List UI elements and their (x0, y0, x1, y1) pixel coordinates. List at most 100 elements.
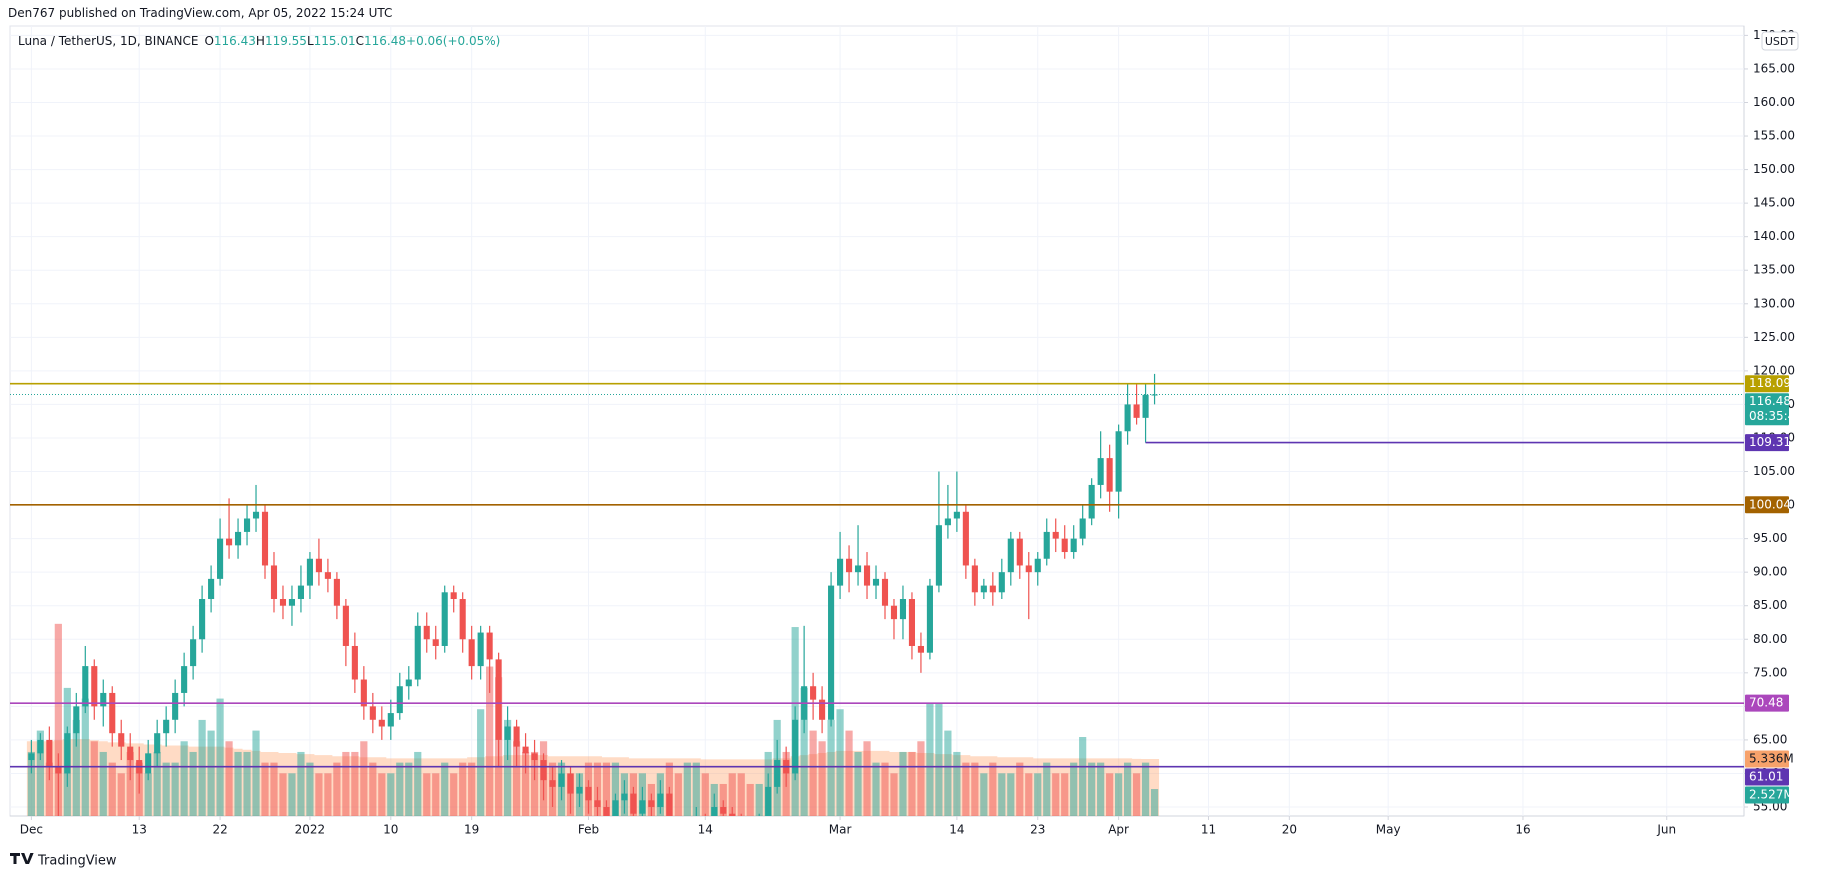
volume-bar (863, 741, 871, 816)
candle-body (414, 625, 421, 680)
ohlc-value: 116.43 (213, 34, 256, 48)
volume-bar (737, 773, 745, 816)
volume-bar (54, 623, 62, 816)
level-tag-label: 109.31 (1749, 435, 1791, 449)
candle-body (989, 585, 996, 593)
x-tick-label: 16 (1515, 823, 1530, 837)
candle-body (396, 686, 403, 714)
volume-bar (746, 783, 754, 816)
candle-body (306, 558, 313, 586)
volume-bar (971, 762, 979, 816)
candle-body (612, 800, 619, 816)
volume-bar (153, 751, 161, 816)
volume-bar (872, 762, 880, 816)
candle-body (666, 793, 673, 816)
volume-bar (36, 730, 44, 816)
candle-body (127, 746, 134, 761)
candle-body (630, 793, 637, 814)
volume-bar (342, 751, 350, 816)
candle-body (962, 511, 969, 566)
volume-bar (962, 762, 970, 816)
volume-bar (486, 666, 494, 816)
ohlc-letter: O (204, 34, 214, 48)
volume-bar (899, 751, 907, 816)
volume-bar (881, 762, 889, 816)
volume-bar (998, 773, 1006, 816)
candle-body (1052, 531, 1059, 539)
volume-bar (1132, 773, 1141, 816)
candle-body (558, 773, 565, 787)
volume-bar (1016, 762, 1024, 816)
candle-body (432, 639, 439, 646)
y-tick-label: 95.00 (1753, 531, 1787, 545)
candle-body (819, 699, 826, 720)
volume-bar (809, 730, 817, 816)
volume-tag-label: 2.527M (1749, 788, 1794, 802)
volume-bar (728, 773, 736, 816)
candle-body (234, 531, 242, 546)
candle-body (657, 793, 664, 808)
candle-body (342, 605, 349, 646)
volume-bar (414, 751, 422, 816)
candle-body (378, 719, 385, 727)
volume-bar (504, 719, 512, 816)
candle-body (1025, 565, 1032, 573)
volume-bar (701, 773, 709, 816)
candle-body (199, 599, 206, 640)
candle-body (1088, 484, 1095, 519)
level-tag-label: 118.09 (1749, 376, 1791, 390)
y-tick-label: 120.00 (1753, 363, 1795, 377)
x-tick-label: May (1376, 823, 1401, 837)
candle-body (37, 739, 44, 754)
volume-bar (324, 773, 332, 816)
level-tag (1745, 375, 1789, 393)
candle-body (953, 511, 960, 519)
candle-body (172, 692, 179, 720)
y-tick-label: 105.00 (1753, 464, 1795, 478)
candle-body (154, 733, 161, 754)
candle-body (351, 645, 358, 680)
volume-bar (683, 762, 691, 816)
candle-body (567, 773, 574, 794)
y-tick-label: 135.00 (1753, 263, 1795, 277)
candle-body (899, 599, 907, 620)
volume-bar (854, 751, 862, 816)
levels (10, 382, 1744, 768)
x-tick-label: 20 (1282, 823, 1297, 837)
y-tick-label: 65.00 (1753, 732, 1787, 746)
candle-body (872, 578, 880, 586)
candle-body (64, 733, 71, 774)
candle-body (926, 585, 933, 653)
level-tag (1745, 694, 1789, 712)
candle-body (109, 692, 116, 734)
volume-bar (189, 751, 197, 816)
unit-label: USDT (1765, 35, 1796, 48)
volume-bar (755, 783, 763, 816)
volume-bar (450, 773, 458, 816)
candle-body (270, 565, 278, 600)
volume-bar (980, 773, 988, 816)
last-price-tag-label: 08:35:48 (1749, 409, 1803, 423)
volume-bar (827, 719, 835, 816)
volume-bar (423, 773, 431, 816)
published-line: Den767 published on TradingView.com, Apr… (8, 6, 393, 20)
candle-body (208, 578, 215, 600)
candle-body (944, 518, 951, 526)
candle-body (450, 592, 457, 600)
candle-body (82, 666, 89, 707)
volume-bar (126, 751, 134, 816)
volume-bar (818, 741, 826, 816)
candle-body (1079, 518, 1086, 539)
candle-body (585, 786, 592, 801)
x-tick-label: 14 (949, 823, 964, 837)
candle-body (738, 827, 744, 834)
candle-body (181, 666, 188, 693)
x-tick-label: 14 (698, 823, 713, 837)
y-tick-label: 150.00 (1753, 162, 1795, 176)
y-tick-label: 85.00 (1753, 598, 1787, 612)
ohlc-value: 115.01 (313, 34, 356, 48)
volume-bar (162, 762, 170, 816)
